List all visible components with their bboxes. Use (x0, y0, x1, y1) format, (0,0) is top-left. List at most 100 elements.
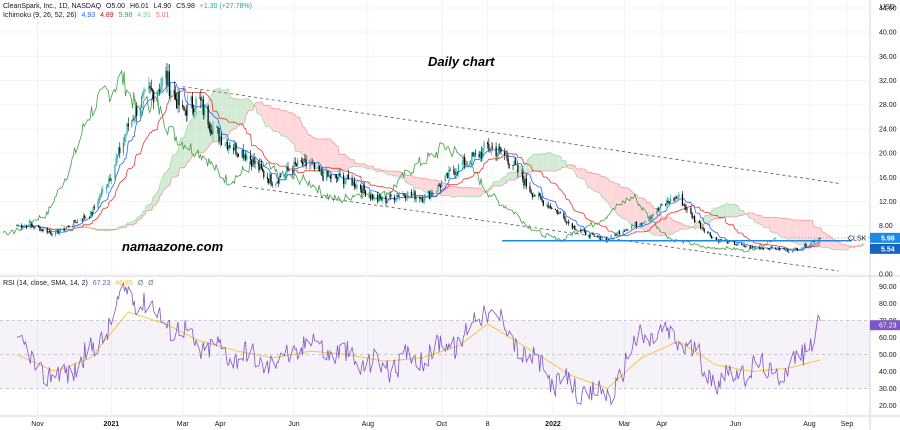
cloud-segment (557, 155, 559, 171)
ichimoku-value-0: 4.93 (81, 12, 96, 19)
candle-body (522, 172, 524, 180)
cloud-segment (594, 173, 596, 192)
candle-body (633, 224, 635, 226)
candle-body (650, 217, 652, 219)
candle-body (615, 234, 617, 236)
candle-body (495, 146, 497, 157)
cloud-segment (603, 176, 605, 199)
candle-body (140, 96, 143, 108)
cloud-segment (226, 88, 228, 137)
candle-body (320, 169, 322, 172)
candle-body (268, 178, 270, 183)
candle-body (652, 214, 655, 216)
candle-body (108, 178, 110, 184)
candle-body (414, 191, 416, 200)
candle-body (754, 247, 756, 249)
candle-body (24, 225, 27, 226)
candle-body (456, 172, 458, 173)
time-tick-label: Jun (288, 421, 299, 428)
cloud-segment (161, 177, 163, 195)
candle-body (50, 232, 52, 235)
candle-body (249, 155, 252, 160)
cloud-segment (321, 139, 323, 172)
ichimoku-legend: Ichimoku (9, 26, 52, 26) 4.93 4.89 5.98 … (3, 11, 172, 20)
candle-body (618, 231, 621, 235)
time-tick-label: Apr (656, 421, 668, 428)
candle-body (294, 161, 296, 165)
candle-body (537, 193, 540, 197)
candle-body (260, 164, 262, 169)
cloud-segment (146, 203, 151, 212)
cloud-segment (678, 222, 680, 232)
candle-body (328, 175, 330, 177)
candle-body (253, 158, 255, 164)
candle-body (610, 235, 612, 240)
candle-body (58, 231, 60, 234)
cloud-segment (765, 217, 769, 228)
symbol-legend-item-3: L4.90 (153, 3, 172, 10)
cloud-segment (168, 168, 170, 186)
candle-body (794, 248, 796, 249)
candle-body (127, 123, 129, 127)
candle-body (768, 248, 771, 250)
candle-body (23, 225, 25, 227)
candle-body (617, 231, 619, 233)
candle-body (668, 202, 670, 204)
leading-span-a (60, 87, 865, 251)
cloud-segment (315, 138, 317, 169)
candle-body (490, 146, 492, 150)
cloud-segment (811, 220, 813, 247)
cloud-segment (652, 205, 654, 236)
candle-body (430, 192, 432, 199)
candle-body (174, 93, 177, 100)
candle-body (402, 193, 404, 196)
candle-body (675, 197, 677, 199)
candle-body (483, 142, 485, 148)
cloud-segment (163, 171, 168, 190)
candle-body (170, 90, 172, 97)
cloud-segment (278, 108, 280, 134)
candle-body (412, 194, 414, 195)
candle-body (165, 70, 167, 78)
candle-body (284, 172, 287, 176)
candle-body (702, 227, 704, 230)
candle-body (336, 178, 339, 179)
ichimoku-legend-label: Ichimoku (9, 26, 52, 26) (3, 12, 77, 19)
candle-body (224, 144, 226, 146)
cloud-segment (807, 220, 812, 247)
candle-body (92, 206, 94, 215)
cloud-segment (641, 197, 644, 230)
candle-body (201, 99, 203, 101)
trendline-upper-channel (182, 86, 839, 184)
cloud-segment (552, 154, 554, 171)
rsi-value-0: 67.23 (92, 280, 111, 287)
candle-body (804, 243, 806, 247)
candle-body (64, 228, 66, 231)
cloud-segment (463, 187, 466, 197)
cloud-segment (391, 171, 393, 176)
candle-body (334, 174, 336, 176)
candle-body (770, 246, 772, 250)
candle-body (381, 196, 383, 201)
cloud-segment (796, 220, 798, 245)
candle-body (488, 144, 490, 150)
candle-body (397, 195, 399, 198)
candle-body (125, 134, 127, 138)
rsi-legend: RSI (14, close, SMA, 14, 2) 67.23 46.85 … (3, 279, 157, 288)
cloud-segment (313, 137, 316, 169)
candle-body (698, 220, 700, 223)
candle-body (191, 96, 193, 109)
cloud-segment (295, 116, 297, 152)
cloud-segment (330, 139, 333, 173)
candle-body (508, 164, 511, 165)
cloud-segment (523, 164, 525, 177)
candle-body (57, 229, 59, 234)
cloud-segment (832, 239, 837, 250)
cloud-segment (543, 153, 545, 171)
price-tick-label: 0.00 (879, 272, 893, 279)
candle-body (252, 158, 254, 167)
candle-body (742, 244, 744, 246)
candle-body (359, 184, 362, 190)
candle-body (447, 172, 449, 178)
cloud-segment (319, 139, 322, 171)
